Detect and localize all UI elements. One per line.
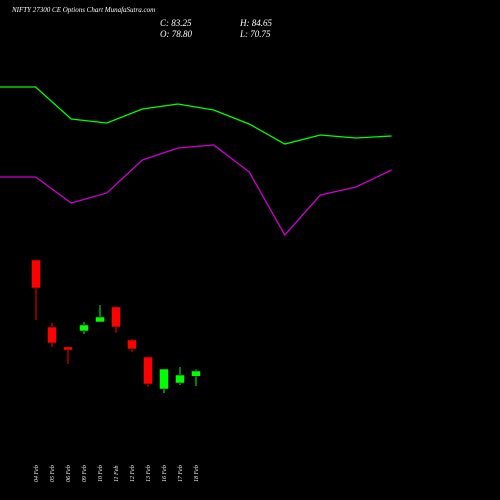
candle-body xyxy=(127,339,137,350)
candle-body xyxy=(79,324,89,332)
x-tick-label: 11 Feb xyxy=(114,466,120,482)
high-label: H: 84.65 xyxy=(239,18,272,28)
open-label: O: 78.80 xyxy=(160,29,192,39)
candle-body xyxy=(175,374,185,384)
candle-body xyxy=(159,368,169,390)
chart-title: NIFTY 27300 CE Options Chart MunafaSutra… xyxy=(11,6,155,14)
x-tick-label: 17 Feb xyxy=(178,465,184,482)
candle-body xyxy=(95,316,105,323)
x-tick-label: 05 Feb xyxy=(50,465,56,482)
x-tick-label: 12 Feb xyxy=(130,465,136,482)
x-tick-label: 06 Feb xyxy=(66,465,72,482)
x-tick-label: 13 Feb xyxy=(146,465,152,482)
candle-body xyxy=(63,346,73,351)
close-label: C: 83.25 xyxy=(160,18,192,28)
indicator-line xyxy=(0,86,392,145)
x-tick-label: 04 Feb xyxy=(33,465,40,482)
candle-body xyxy=(111,306,121,328)
x-tick-label: 18 Feb xyxy=(194,465,200,482)
low-label: L: 70.75 xyxy=(239,29,271,39)
candle-body xyxy=(47,326,57,344)
candle-body xyxy=(191,370,201,377)
x-tick-label: 10 Feb xyxy=(98,465,104,482)
candle-body xyxy=(31,259,41,289)
x-tick-label: 16 Feb xyxy=(162,465,168,482)
indicator-line xyxy=(0,144,392,237)
x-tick-label: 09 Feb xyxy=(82,465,88,482)
candle-body xyxy=(143,356,153,385)
